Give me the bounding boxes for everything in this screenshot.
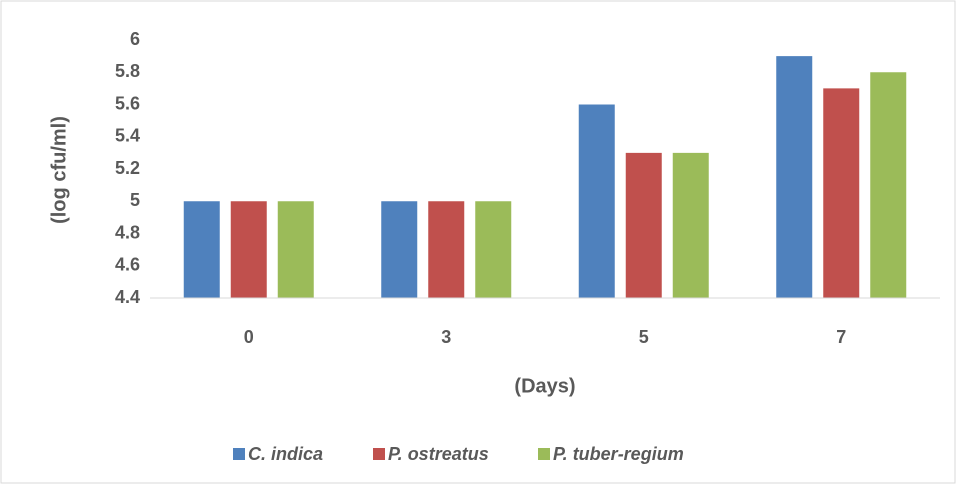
bar	[277, 201, 314, 298]
y-axis-title: (log cfu/ml)	[48, 116, 70, 224]
bar	[183, 201, 220, 298]
y-tick-label: 4.4	[115, 287, 140, 307]
y-tick-label: 4.6	[115, 255, 140, 275]
bar	[870, 72, 907, 298]
bar	[625, 152, 662, 298]
bar	[381, 201, 418, 298]
y-tick-label: 5.2	[115, 158, 140, 178]
legend-swatch	[373, 448, 385, 460]
bar	[230, 201, 267, 298]
y-tick-label: 5.4	[115, 126, 140, 146]
x-tick-label: 0	[244, 327, 254, 347]
y-tick-label: 5.8	[115, 61, 140, 81]
y-tick-label: 6	[130, 29, 140, 49]
y-tick-label: 5.6	[115, 93, 140, 113]
y-tick-label: 4.8	[115, 222, 140, 242]
bar	[672, 152, 709, 298]
x-tick-label: 3	[441, 327, 451, 347]
legend-swatch	[538, 448, 550, 460]
bar	[823, 88, 860, 298]
bar	[776, 56, 813, 298]
legend-label: P. tuber-regium	[553, 444, 684, 464]
legend-label: P. ostreatus	[388, 444, 489, 464]
x-tick-label: 5	[639, 327, 649, 347]
x-axis-title: (Days)	[514, 375, 575, 397]
x-tick-label: 7	[836, 327, 846, 347]
legend-swatch	[233, 448, 245, 460]
bar	[475, 201, 512, 298]
bar	[578, 104, 615, 298]
y-tick-label: 5	[130, 190, 140, 210]
legend-label: C. indica	[248, 444, 323, 464]
bar	[428, 201, 465, 298]
